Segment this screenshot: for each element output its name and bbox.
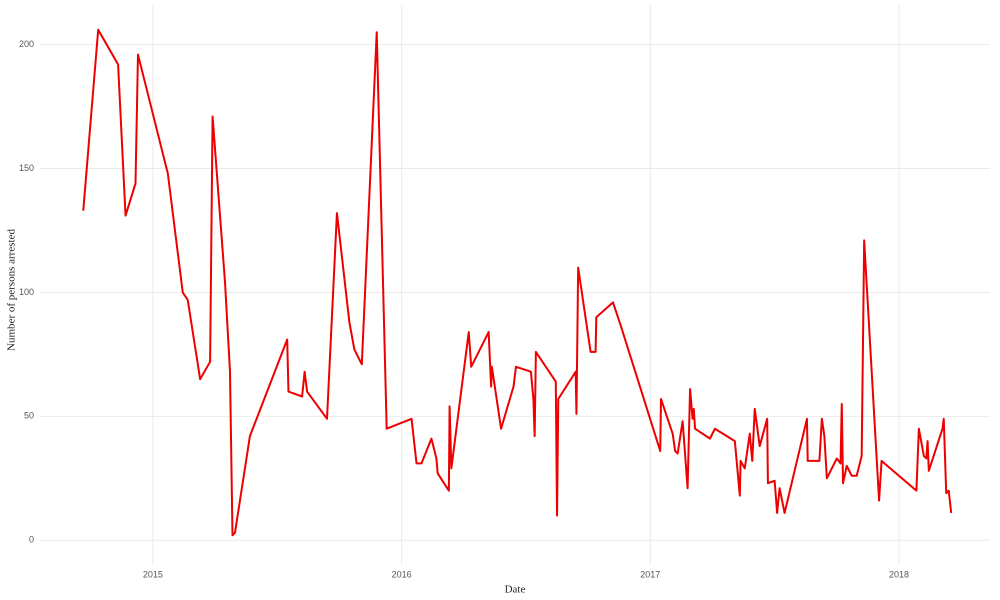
x-tick-label: 2017 [640,569,660,579]
x-axis-title: Date [505,584,526,596]
y-tick-label: 150 [19,163,34,173]
data-line [82,28,953,537]
y-axis-title: Number of persons arrested [6,229,18,351]
y-tick-label: 50 [24,411,34,421]
y-tick-label: 100 [19,287,34,297]
y-tick-label: 200 [19,39,34,49]
y-tick-label: 0 [29,535,34,545]
x-tick-label: 2015 [143,569,163,579]
x-tick-label: 2016 [392,569,412,579]
x-tick-label: 2018 [889,569,909,579]
